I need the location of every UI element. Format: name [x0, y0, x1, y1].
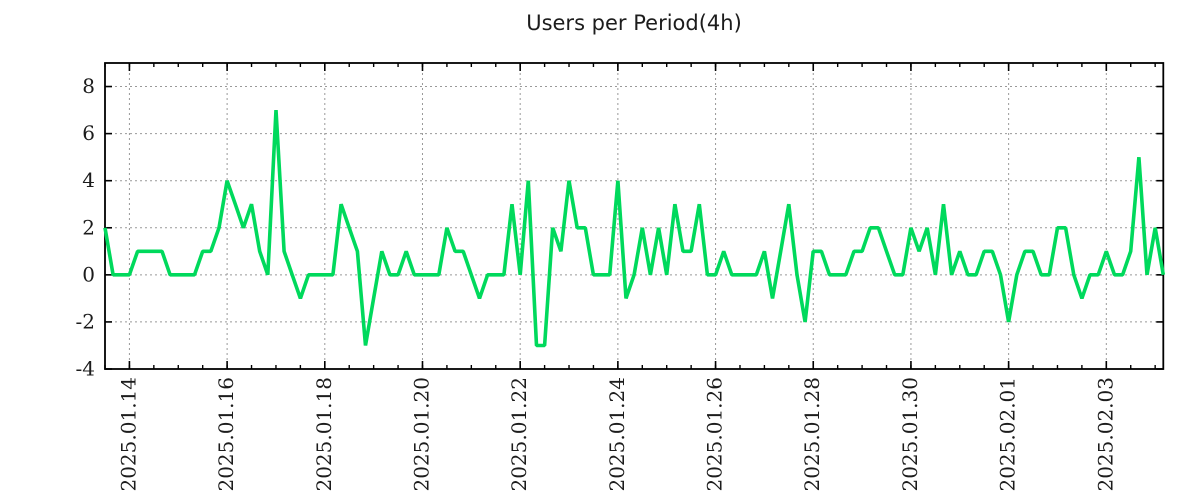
x-tick-label: 2025.01.28	[800, 377, 824, 492]
series-line	[103, 109, 1166, 348]
y-tick-label: 4	[82, 168, 95, 192]
x-tick-label: 2025.01.26	[703, 377, 727, 492]
x-tick-label: 2025.02.03	[1093, 377, 1117, 492]
x-tick-label: 2025.01.14	[116, 377, 140, 492]
plot-border	[104, 62, 1165, 370]
y-tick-label: 8	[82, 74, 95, 98]
x-tick-label: 2025.01.22	[507, 377, 531, 492]
y-tick-label: 6	[82, 121, 95, 145]
y-tick-label: 0	[82, 262, 95, 286]
y-tick-label: -2	[76, 309, 95, 333]
chart-title: Users per Period(4h)	[526, 11, 742, 35]
x-tick-label: 2025.01.20	[409, 377, 433, 492]
y-tick-label: -4	[76, 357, 95, 381]
x-tick-label: 2025.01.30	[898, 377, 922, 492]
x-tick-label: 2025.02.01	[996, 377, 1020, 492]
y-tick-label: 2	[82, 215, 95, 239]
x-tick-label: 2025.01.18	[312, 377, 336, 492]
x-tick-label: 2025.01.24	[605, 377, 629, 492]
x-tick-label: 2025.01.16	[214, 377, 238, 492]
